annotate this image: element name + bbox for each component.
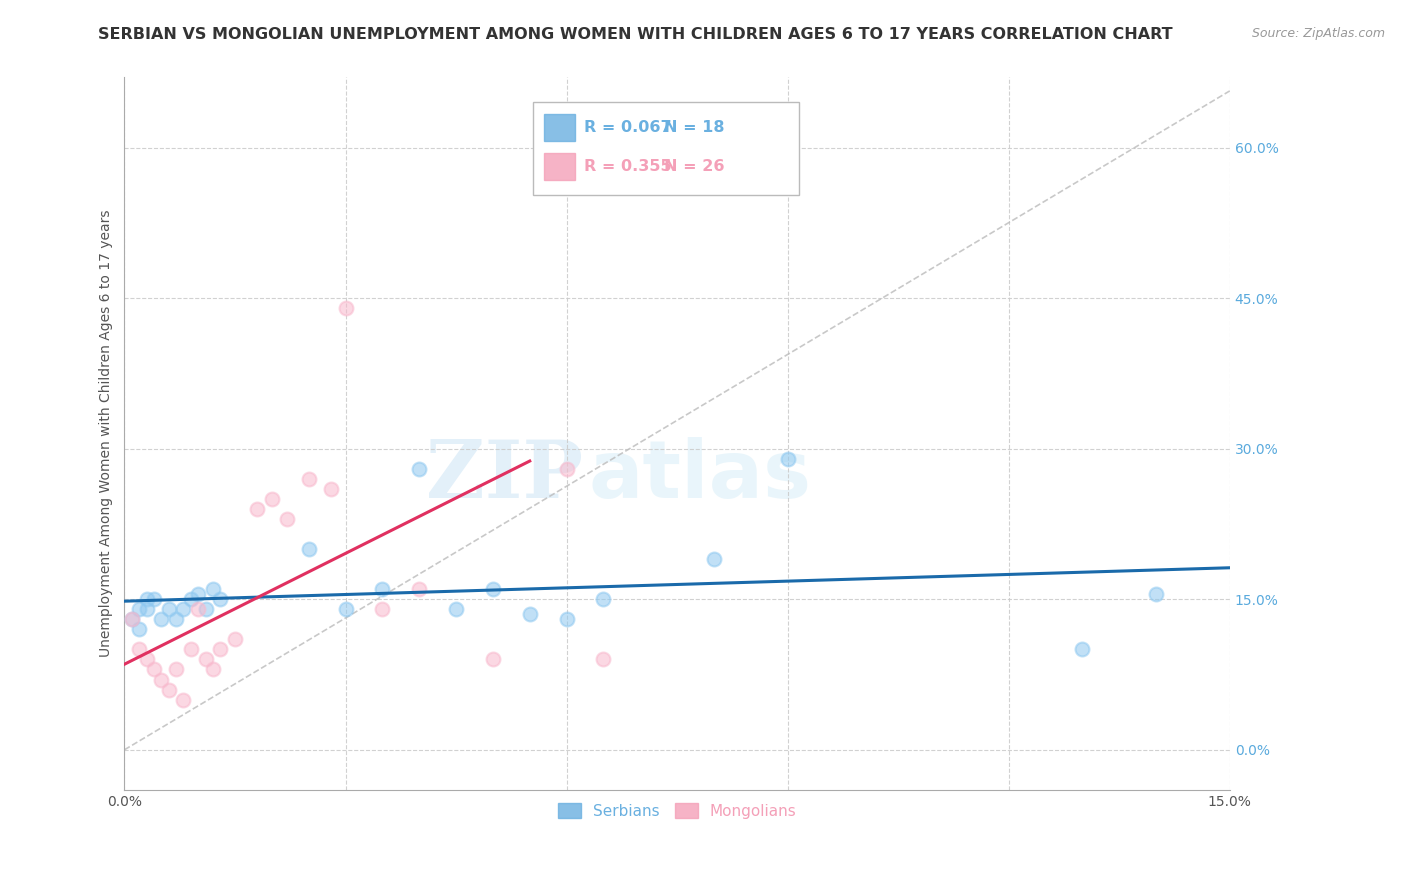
Point [150, 673, 173, 687]
Text: N = 26: N = 26 [664, 159, 724, 174]
Point [157, 602, 180, 616]
Legend: Serbians, Mongolians: Serbians, Mongolians [551, 797, 803, 825]
FancyBboxPatch shape [544, 114, 575, 141]
Point [201, 582, 224, 597]
Point [666, 141, 689, 155]
Point [260, 491, 283, 506]
Point [180, 642, 202, 657]
Point [128, 623, 150, 637]
Y-axis label: Unemployment Among Women with Children Ages 6 to 17 years: Unemployment Among Women with Children A… [100, 210, 114, 657]
Point [172, 692, 194, 706]
Point [482, 652, 505, 666]
Point [776, 451, 799, 466]
Point [276, 512, 298, 526]
Point [246, 502, 269, 516]
Point [194, 652, 217, 666]
Point [201, 663, 224, 677]
Point [187, 587, 209, 601]
Point [298, 542, 321, 557]
Text: SERBIAN VS MONGOLIAN UNEMPLOYMENT AMONG WOMEN WITH CHILDREN AGES 6 TO 17 YEARS C: SERBIAN VS MONGOLIAN UNEMPLOYMENT AMONG … [98, 27, 1173, 42]
Point [1144, 587, 1167, 601]
Point [135, 602, 157, 616]
Point [128, 642, 150, 657]
Point [194, 602, 217, 616]
Point [128, 602, 150, 616]
FancyBboxPatch shape [544, 153, 575, 180]
Point [1071, 642, 1094, 657]
Point [703, 552, 725, 566]
Point [209, 642, 232, 657]
Point [555, 462, 578, 476]
Text: R = 0.355: R = 0.355 [585, 159, 672, 174]
Point [121, 612, 143, 626]
Point [335, 301, 357, 316]
Text: Source: ZipAtlas.com: Source: ZipAtlas.com [1251, 27, 1385, 40]
Point [187, 602, 209, 616]
Point [482, 582, 505, 597]
Point [592, 592, 614, 607]
Point [121, 612, 143, 626]
Point [135, 592, 157, 607]
Point [519, 607, 541, 622]
Text: N = 18: N = 18 [664, 120, 724, 135]
Text: atlas: atlas [589, 437, 811, 516]
Point [408, 582, 430, 597]
Point [180, 592, 202, 607]
Text: R = 0.067: R = 0.067 [585, 120, 672, 135]
Point [298, 472, 321, 486]
Point [224, 632, 246, 647]
FancyBboxPatch shape [533, 103, 799, 195]
Point [142, 592, 165, 607]
Point [371, 602, 394, 616]
Point [335, 602, 357, 616]
Point [319, 482, 342, 496]
Point [165, 612, 187, 626]
Text: ZIP: ZIP [426, 437, 583, 516]
Point [135, 652, 157, 666]
Point [165, 663, 187, 677]
Point [172, 602, 194, 616]
Point [150, 612, 173, 626]
Point [444, 602, 467, 616]
Point [555, 612, 578, 626]
Point [209, 592, 232, 607]
Point [408, 462, 430, 476]
Point [142, 663, 165, 677]
Point [157, 682, 180, 697]
Point [371, 582, 394, 597]
Point [592, 652, 614, 666]
